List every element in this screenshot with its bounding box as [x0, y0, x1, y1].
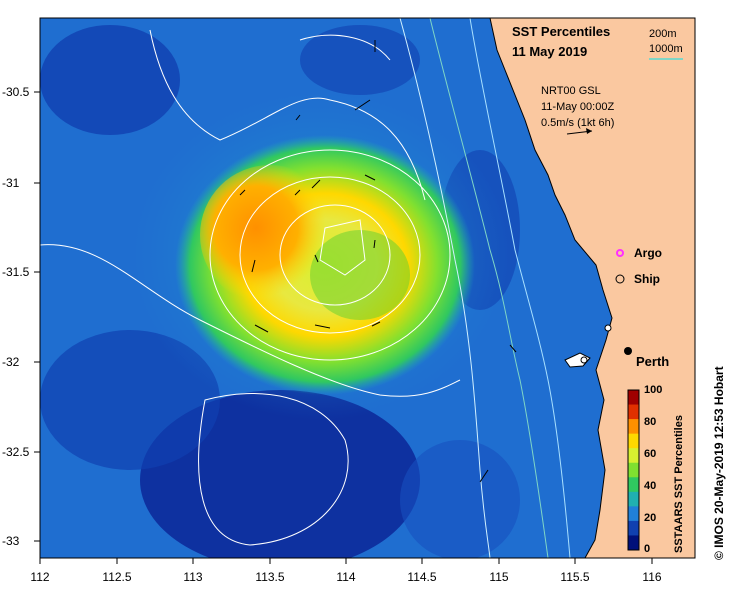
- depth-contour-1000: [429, 18, 549, 558]
- colorbar-segment: [628, 433, 639, 449]
- colorbar-segment: [628, 520, 639, 536]
- colorbar-segment: [628, 535, 639, 551]
- deep-patch: [40, 25, 180, 135]
- depth-contour-200: [469, 18, 571, 558]
- x-tick: 116: [642, 570, 662, 584]
- colorbar-segment: [628, 491, 639, 507]
- deep-patch: [40, 330, 220, 470]
- colorbar-title: SSTAARS SST Percentiles: [673, 415, 685, 553]
- colorbar-segment: [628, 462, 639, 478]
- cbar-tick: 60: [644, 448, 657, 460]
- map-title-date: 11 May 2019: [512, 44, 588, 59]
- model-scale: 0.5m/s (1kt 6h): [541, 117, 615, 129]
- y-tick: -30.5: [2, 85, 30, 99]
- deep-patch: [400, 440, 520, 558]
- credit-text: © IMOS 20-May-2019 12:53 Hobart: [712, 366, 726, 560]
- colorbar-segment: [628, 448, 639, 464]
- depth-1000-label: 1000m: [649, 43, 683, 55]
- eddy-core: [200, 165, 340, 305]
- colorbar-segment: [628, 390, 639, 406]
- x-tick: 113: [183, 570, 203, 584]
- y-tick: -32.5: [2, 445, 30, 459]
- ship-marker-plot: [604, 324, 612, 332]
- ship-label: Ship: [634, 272, 660, 286]
- x-tick: 114.5: [407, 570, 437, 584]
- x-tick: 112: [30, 570, 50, 584]
- colorbar-segment: [628, 477, 639, 493]
- plot-frame: [39, 17, 696, 559]
- land-mass: [489, 18, 695, 558]
- colorbar: [627, 389, 640, 551]
- current-vectors: [239, 40, 517, 483]
- perth-marker: [624, 347, 632, 355]
- x-tick: 115: [489, 570, 509, 584]
- plot-area: [40, 18, 695, 558]
- x-tick: 112.5: [102, 570, 132, 584]
- x-tick: 114: [336, 570, 356, 584]
- sea-level-contours: [40, 29, 461, 546]
- cbar-tick: 0: [644, 543, 651, 555]
- colorbar-segment: [628, 506, 639, 522]
- cbar-tick: 20: [644, 512, 657, 524]
- depth-line-swatch: [649, 58, 683, 60]
- y-tick: -32: [2, 355, 20, 369]
- cbar-tick: 100: [644, 384, 663, 396]
- colorbar-segment: [628, 404, 639, 420]
- model-info: NRT00 GSL 11-May 00:00Z 0.5m/s (1kt 6h): [541, 83, 614, 131]
- map-title-line1: SST Percentiles: [512, 24, 611, 39]
- y-tick: -33: [2, 534, 20, 548]
- axis-ticks: [34, 91, 653, 564]
- y-tick: -31: [2, 176, 20, 190]
- perth-label: Perth: [636, 354, 670, 369]
- x-tick: 115.5: [560, 570, 590, 584]
- y-tick: -31.5: [2, 265, 30, 279]
- depth-contour-2000: [399, 18, 491, 558]
- colorbar-segment: [628, 419, 639, 435]
- model-time: 11-May 00:00Z: [541, 101, 615, 113]
- map-title: SST Percentiles 11 May 2019: [512, 22, 610, 62]
- argo-symbol: [616, 249, 624, 257]
- cbar-tick: 40: [644, 480, 657, 492]
- deep-patch: [300, 25, 420, 95]
- depth-200-label: 200m: [649, 28, 677, 40]
- ship-marker-plot: [580, 356, 588, 364]
- depth-legend: 200m 1000m: [649, 27, 683, 60]
- model-name: NRT00 GSL: [541, 85, 601, 97]
- ship-symbol: [615, 274, 625, 284]
- argo-label: Argo: [634, 246, 662, 260]
- x-tick: 113.5: [255, 570, 285, 584]
- cbar-tick: 80: [644, 416, 657, 428]
- eddy-green: [310, 230, 410, 320]
- colorbar-frame: [627, 389, 640, 551]
